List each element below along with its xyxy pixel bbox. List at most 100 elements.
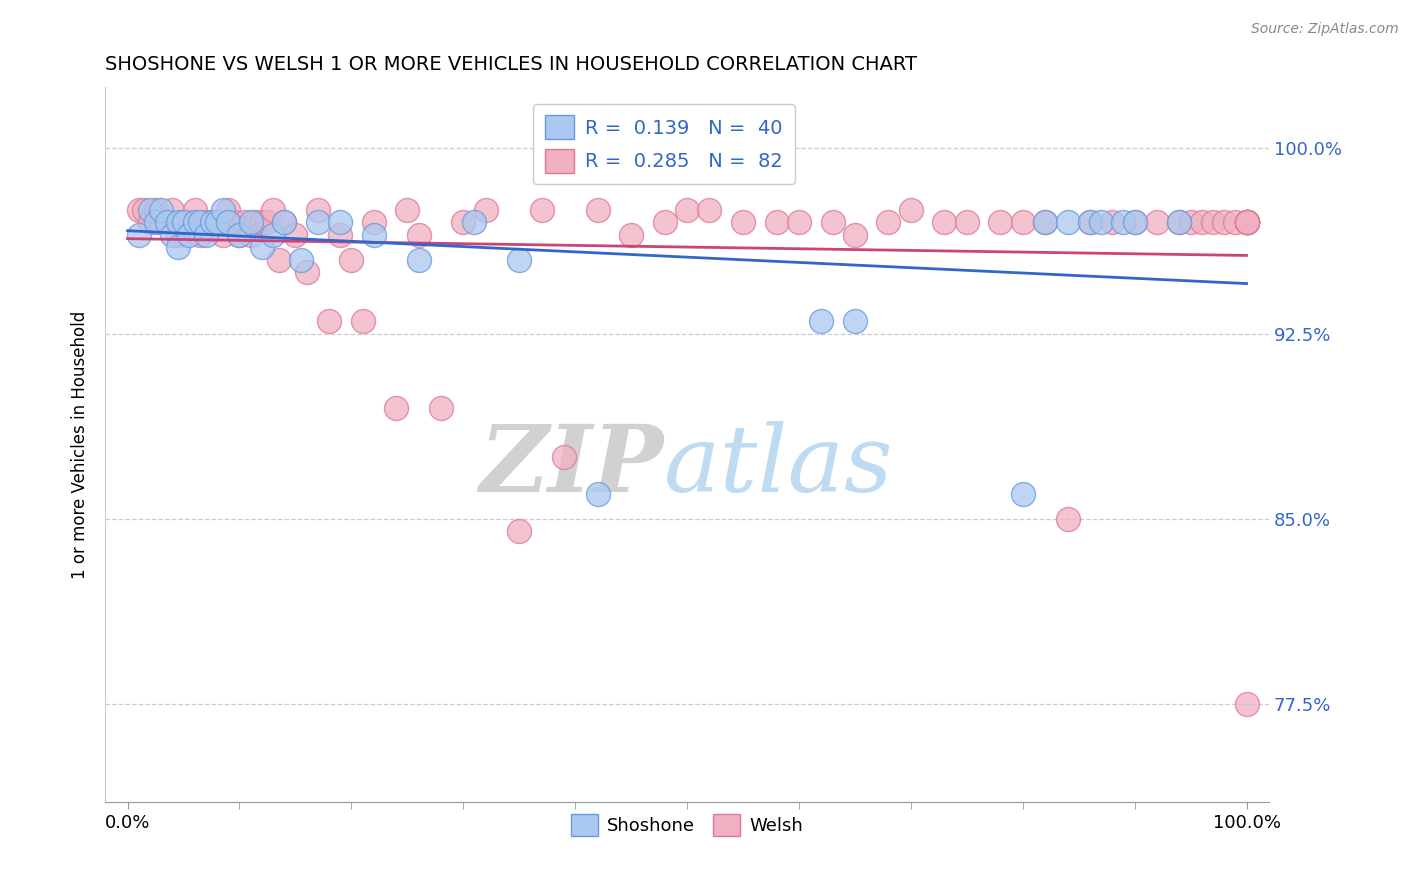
Point	[990, 215, 1012, 229]
Point	[508, 252, 530, 267]
Point	[173, 215, 195, 229]
Point	[156, 215, 179, 229]
Point	[1236, 215, 1258, 229]
Point	[1078, 215, 1101, 229]
Y-axis label: 1 or more Vehicles in Household: 1 or more Vehicles in Household	[72, 310, 89, 579]
Point	[145, 203, 167, 218]
Point	[128, 227, 150, 242]
Point	[586, 487, 609, 501]
Point	[217, 215, 239, 229]
Point	[1236, 215, 1258, 229]
Point	[228, 227, 250, 242]
Point	[284, 227, 307, 242]
Point	[844, 227, 866, 242]
Point	[844, 314, 866, 328]
Point	[1236, 215, 1258, 229]
Point	[256, 215, 278, 229]
Point	[731, 215, 754, 229]
Point	[1078, 215, 1101, 229]
Point	[329, 215, 352, 229]
Point	[1236, 215, 1258, 229]
Point	[228, 227, 250, 242]
Point	[363, 227, 385, 242]
Point	[1168, 215, 1191, 229]
Point	[1090, 215, 1112, 229]
Point	[307, 203, 329, 218]
Point	[167, 215, 190, 229]
Point	[222, 215, 245, 229]
Point	[1236, 215, 1258, 229]
Point	[167, 240, 190, 254]
Point	[194, 227, 217, 242]
Text: ZIP: ZIP	[479, 421, 664, 511]
Point	[273, 215, 295, 229]
Point	[553, 450, 575, 464]
Point	[1011, 487, 1033, 501]
Point	[162, 227, 184, 242]
Point	[262, 203, 284, 218]
Point	[273, 215, 295, 229]
Point	[239, 227, 262, 242]
Point	[307, 215, 329, 229]
Point	[194, 215, 217, 229]
Point	[318, 314, 340, 328]
Point	[1236, 215, 1258, 229]
Point	[430, 401, 453, 415]
Point	[167, 227, 190, 242]
Point	[956, 215, 979, 229]
Point	[408, 252, 430, 267]
Point	[1056, 215, 1078, 229]
Point	[139, 203, 162, 218]
Point	[699, 203, 721, 218]
Point	[1180, 215, 1202, 229]
Point	[765, 215, 787, 229]
Point	[508, 524, 530, 538]
Point	[267, 252, 290, 267]
Point	[821, 215, 844, 229]
Point	[183, 215, 205, 229]
Point	[1146, 215, 1168, 229]
Point	[128, 203, 150, 218]
Point	[134, 203, 156, 218]
Point	[1168, 215, 1191, 229]
Point	[1101, 215, 1123, 229]
Point	[1033, 215, 1056, 229]
Point	[676, 203, 699, 218]
Point	[1236, 215, 1258, 229]
Point	[217, 203, 239, 218]
Point	[188, 215, 211, 229]
Point	[396, 203, 419, 218]
Point	[1033, 215, 1056, 229]
Point	[145, 215, 167, 229]
Point	[183, 203, 205, 218]
Point	[787, 215, 810, 229]
Text: atlas: atlas	[664, 421, 893, 511]
Point	[654, 215, 676, 229]
Point	[340, 252, 363, 267]
Point	[290, 252, 312, 267]
Legend: Shoshone, Welsh: Shoshone, Welsh	[564, 807, 810, 843]
Point	[1056, 511, 1078, 525]
Point	[877, 215, 900, 229]
Text: SHOSHONE VS WELSH 1 OR MORE VEHICLES IN HOUSEHOLD CORRELATION CHART: SHOSHONE VS WELSH 1 OR MORE VEHICLES IN …	[105, 55, 917, 74]
Point	[250, 215, 273, 229]
Point	[150, 203, 173, 218]
Point	[1123, 215, 1146, 229]
Point	[352, 314, 374, 328]
Point	[233, 215, 256, 229]
Point	[586, 203, 609, 218]
Point	[179, 227, 201, 242]
Point	[474, 203, 496, 218]
Point	[385, 401, 408, 415]
Point	[1236, 697, 1258, 711]
Point	[1112, 215, 1135, 229]
Point	[1202, 215, 1225, 229]
Point	[1011, 215, 1033, 229]
Point	[245, 215, 267, 229]
Point	[239, 215, 262, 229]
Point	[453, 215, 475, 229]
Point	[205, 215, 228, 229]
Point	[150, 215, 173, 229]
Point	[200, 215, 222, 229]
Point	[188, 227, 211, 242]
